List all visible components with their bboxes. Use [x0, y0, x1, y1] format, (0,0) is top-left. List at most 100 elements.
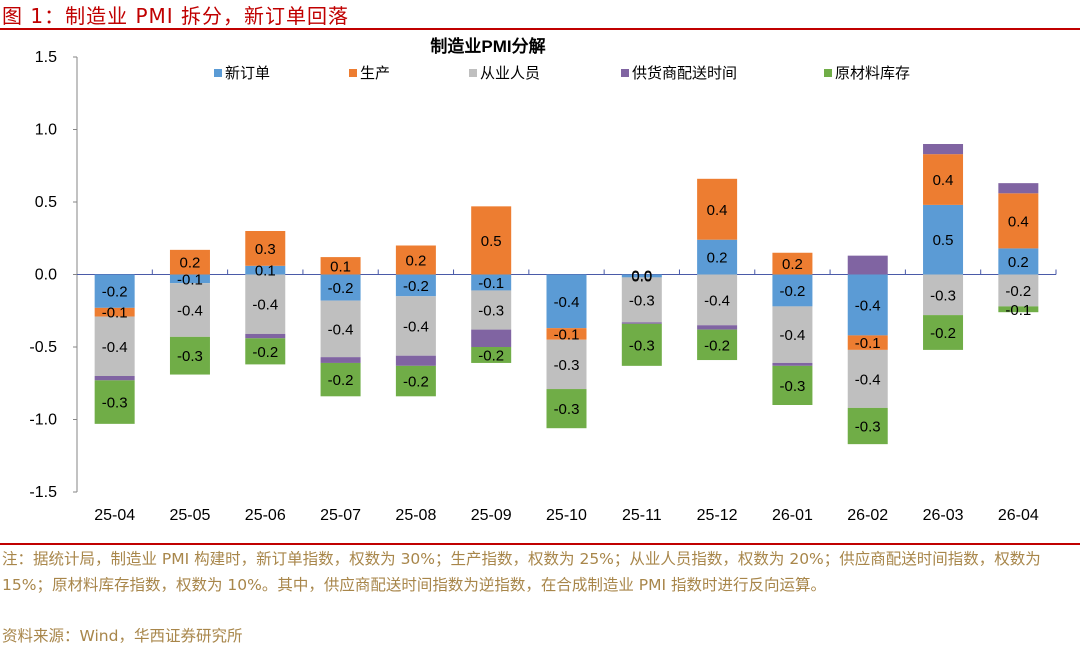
bar-segment — [169, 274, 210, 284]
y-tick-label: 1.0 — [35, 122, 57, 139]
bar-segment-label: -0.4 — [855, 371, 881, 388]
bar-segment-label: -0.2 — [1005, 283, 1031, 300]
bar-segment-label: -0.1 — [554, 326, 580, 343]
bar-segment — [395, 355, 436, 366]
bar-segment — [621, 322, 662, 324]
bar-segment — [923, 144, 964, 155]
legend-swatch — [214, 69, 222, 77]
pmi-stacked-bar-chart: 制造业PMI分解 新订单 生产 从业人员 供货商配送时间 原材料库存 1.5 1.0 0.5… — [29, 36, 1057, 524]
bar-segment — [245, 338, 286, 365]
y-tick-label: 0.5 — [35, 194, 57, 211]
bar-segment — [847, 335, 888, 350]
bar-segment — [923, 204, 964, 275]
y-tick-label: -1.0 — [29, 412, 57, 429]
bar-segment — [320, 362, 361, 397]
legend-swatch — [469, 69, 477, 77]
bar-segment — [245, 274, 286, 334]
bar-segment — [320, 274, 361, 301]
x-tick-label: 25-11 — [622, 507, 662, 524]
bar-segment-label: -0.2 — [252, 344, 278, 361]
chart-source: 资料来源：Wind，华西证券研究所 — [2, 627, 243, 645]
bar-segment — [395, 296, 436, 356]
bar-segment-label: -0.2 — [779, 283, 805, 300]
bar-segment — [245, 265, 286, 275]
bar-segment-label: -0.2 — [403, 278, 429, 295]
bar-segment — [245, 231, 286, 266]
bar-segment-label: -0.2 — [930, 325, 956, 342]
bar-segment — [847, 274, 888, 336]
bar-segment — [320, 257, 361, 275]
bar-segment — [998, 274, 1039, 307]
bar-segment — [621, 323, 662, 366]
bar-segment — [471, 274, 512, 291]
bar-segment — [471, 206, 512, 275]
legend-label: 原材料库存 — [835, 64, 910, 82]
bar-segment-label: 0.0 — [631, 268, 652, 285]
bar-segment — [546, 328, 587, 340]
bar-segment — [847, 349, 888, 408]
x-tick-label: 25-09 — [471, 507, 512, 524]
legend-label: 生产 — [360, 64, 390, 82]
bar-segment — [697, 239, 738, 275]
legend-label: 供货商配送时间 — [632, 64, 737, 82]
y-tick-label: -1.5 — [29, 484, 57, 501]
bar-segment-label: -0.3 — [629, 337, 655, 354]
x-tick-label: 26-03 — [923, 507, 964, 524]
bar-segment-label: -0.4 — [704, 292, 730, 309]
bar-segment — [169, 283, 210, 337]
data-labels: -0.2-0.1-0.4-0.3-0.10.2-0.4-0.30.10.3-0.… — [102, 172, 1032, 436]
bar-segment-label: 0.2 — [1008, 254, 1029, 271]
x-tick-label: 25-06 — [245, 507, 286, 524]
bar-segment — [320, 300, 361, 358]
bar-segment — [395, 365, 436, 397]
bar-segment-label: -0.3 — [478, 303, 504, 320]
figure-title: 图 1：制造业 PMI 拆分，新订单回落 — [2, 4, 350, 28]
legend-label: 从业人员 — [480, 64, 540, 82]
bar-segment-label: 0.4 — [1008, 213, 1029, 230]
bar-segment — [546, 274, 587, 329]
bar-segment-label: -0.3 — [629, 292, 655, 309]
legend-swatch — [824, 69, 832, 77]
bar-segment-label: -0.4 — [328, 321, 354, 338]
bar-segment — [245, 333, 286, 339]
legend-swatch — [349, 69, 357, 77]
bar-segment — [94, 274, 135, 308]
x-tick-label: 26-01 — [772, 507, 813, 524]
bar-segment-label: -0.4 — [403, 318, 429, 335]
bar-segment-label: -0.1 — [1005, 302, 1031, 319]
bar-segment — [772, 252, 813, 275]
bar-segment-label: 0.2 — [405, 253, 426, 270]
bar-segment — [94, 316, 135, 376]
bar-segment — [697, 329, 738, 361]
bar-segment-label: -0.3 — [554, 401, 580, 418]
bar-segment-label: 0.4 — [707, 202, 728, 219]
bar-segment-label: -0.2 — [102, 284, 128, 301]
bar-segment-label: 0.1 — [330, 258, 351, 275]
bar-segment — [546, 389, 587, 429]
bars — [94, 144, 1039, 445]
y-tick-label: -0.5 — [29, 339, 57, 356]
bar-segment — [395, 274, 436, 297]
bar-segment — [320, 357, 361, 363]
bar-segment — [697, 178, 738, 240]
bar-segment-label: -0.4 — [252, 297, 278, 314]
bar-segment-label: 0.1 — [255, 263, 276, 280]
y-tick-label: 1.5 — [35, 49, 57, 66]
y-tick-label: 0.0 — [35, 267, 57, 284]
bar-segment-label: -0.3 — [779, 378, 805, 395]
bar-segment-label: -0.4 — [855, 297, 881, 314]
bar-segment-label: -0.4 — [177, 303, 203, 320]
footer-divider — [0, 543, 1080, 545]
bar-segment-label: -0.2 — [328, 280, 354, 297]
bar-segment-label: 0.5 — [933, 232, 954, 249]
bar-segment — [697, 274, 738, 326]
bar-segment-label: -0.3 — [855, 419, 881, 436]
bar-segment-label: -0.1 — [855, 335, 881, 352]
bar-segment — [169, 336, 210, 375]
bar-segment — [395, 245, 436, 275]
bar-segment — [169, 249, 210, 275]
x-tick-label: 25-07 — [320, 507, 361, 524]
bar-segment — [847, 407, 888, 445]
bar-segment-label: -0.3 — [930, 287, 956, 304]
x-tick-label: 26-04 — [998, 507, 1039, 524]
